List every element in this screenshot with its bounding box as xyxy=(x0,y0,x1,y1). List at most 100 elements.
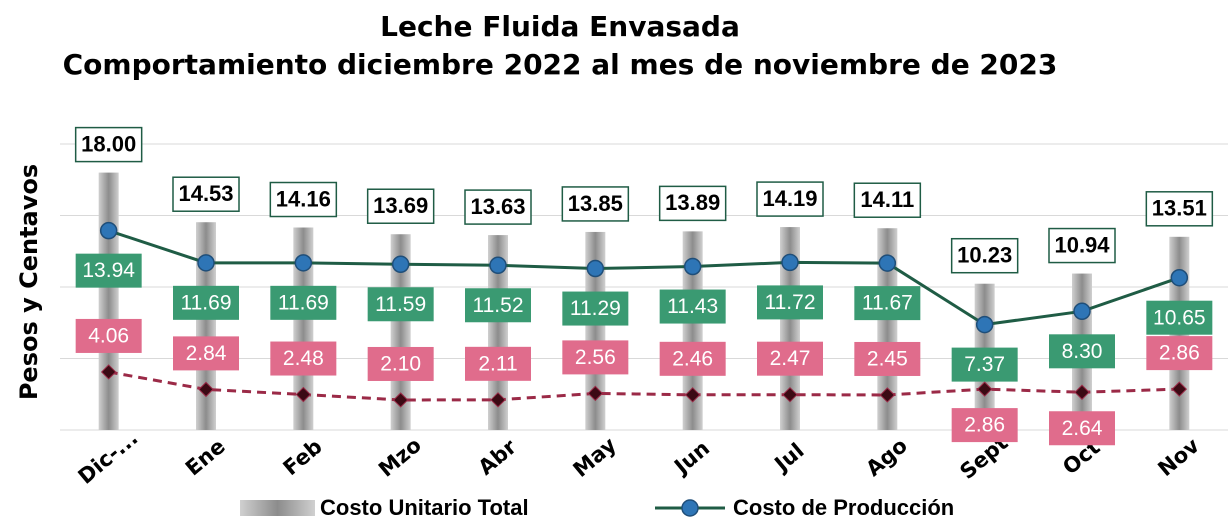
marker xyxy=(976,381,993,397)
value-label-box xyxy=(757,285,823,320)
value-label: 4.06 xyxy=(88,324,129,347)
bar xyxy=(390,234,411,430)
value-label: 11.43 xyxy=(667,295,718,318)
value-label: 2.47 xyxy=(770,347,811,370)
value-label: 2.86 xyxy=(1159,342,1200,365)
chart-title: Leche Fluida Envasada xyxy=(380,10,740,43)
value-label-box xyxy=(172,176,240,212)
value-label-box xyxy=(75,318,142,353)
bar xyxy=(98,172,119,430)
bar xyxy=(877,228,898,430)
value-label: 2.86 xyxy=(964,414,1005,437)
x-tick-label: May xyxy=(569,432,622,482)
line-point xyxy=(99,221,118,240)
value-label-box xyxy=(270,285,337,320)
value-label-box xyxy=(173,285,239,320)
bar xyxy=(196,222,216,430)
value-label: 2.45 xyxy=(867,348,908,371)
value-label: 13.94 xyxy=(82,259,135,282)
value-label-box xyxy=(464,189,532,225)
value-label-box xyxy=(269,181,338,218)
bar xyxy=(585,231,606,430)
marker xyxy=(392,392,409,408)
bar xyxy=(488,235,508,430)
value-label: 13.69 xyxy=(373,193,428,218)
value-label-box xyxy=(173,336,239,371)
value-label: 13.51 xyxy=(1152,196,1207,221)
line-point xyxy=(586,259,605,278)
value-label: 13.89 xyxy=(665,190,720,215)
value-label: 14.16 xyxy=(276,186,331,211)
line-point xyxy=(975,315,994,334)
value-label-box xyxy=(562,340,629,375)
value-label: 11.52 xyxy=(473,294,524,317)
line-point xyxy=(391,255,410,274)
value-label-box xyxy=(1146,300,1213,335)
value-label-box xyxy=(951,347,1018,382)
value-label: 11.67 xyxy=(862,292,913,315)
line-point xyxy=(197,254,215,272)
legend-label: Costo Unitario Total xyxy=(320,495,529,520)
value-label-box xyxy=(1049,334,1115,369)
line-point xyxy=(878,254,897,272)
line-point xyxy=(489,256,507,275)
legend-swatch xyxy=(681,499,699,517)
line-point xyxy=(1170,268,1189,287)
value-label-box xyxy=(951,408,1018,443)
marker xyxy=(1074,384,1090,400)
x-tick-label: Mzo xyxy=(374,433,426,482)
dashed-series xyxy=(108,370,1180,402)
marker xyxy=(684,387,701,403)
line-point xyxy=(683,257,702,276)
bar xyxy=(780,227,800,430)
value-label: 2.46 xyxy=(672,347,713,370)
y-axis-label: Pesos y Centavos xyxy=(15,164,43,400)
value-label: 14.11 xyxy=(860,187,914,212)
bar xyxy=(293,227,314,430)
x-tick-label: Ene xyxy=(181,434,230,480)
bar xyxy=(682,231,703,430)
line-series xyxy=(108,229,1180,327)
value-label: 13.85 xyxy=(568,191,623,216)
value-label: 10.23 xyxy=(957,243,1012,268)
value-label-box xyxy=(465,346,531,381)
value-label: 7.37 xyxy=(964,353,1005,376)
line-point xyxy=(781,253,799,272)
title-block: Leche Fluida Envasada Comportamiento dic… xyxy=(60,8,1060,84)
value-label-box xyxy=(1048,227,1116,264)
marker xyxy=(782,386,798,403)
x-tick-label: Ago xyxy=(861,433,911,481)
value-label: 11.69 xyxy=(278,291,329,314)
marker xyxy=(198,381,214,398)
value-label: 14.19 xyxy=(762,186,817,211)
value-label-box xyxy=(756,181,824,217)
value-label-box xyxy=(465,288,531,323)
value-label-box xyxy=(659,289,726,324)
value-label: 2.64 xyxy=(1062,417,1103,440)
value-label: 13.63 xyxy=(470,194,525,219)
value-label-box xyxy=(1146,336,1213,371)
marker xyxy=(879,387,896,403)
value-label: 2.56 xyxy=(575,346,616,369)
marker xyxy=(100,364,117,380)
value-label: 2.10 xyxy=(380,353,421,376)
value-label-box xyxy=(75,253,142,288)
value-label: 18.00 xyxy=(81,131,136,156)
value-label-box xyxy=(950,237,1019,274)
value-label: 11.72 xyxy=(765,291,816,314)
value-label-box xyxy=(853,182,922,218)
value-label-box xyxy=(367,287,434,322)
x-tick-label: Jul xyxy=(769,438,809,477)
marker xyxy=(587,385,604,402)
x-tick-label: Nov xyxy=(1153,433,1204,481)
value-label: 10.65 xyxy=(1153,306,1206,329)
legend-label: Costo de Producción xyxy=(733,495,954,520)
line-point xyxy=(1073,302,1091,321)
value-label: 14.53 xyxy=(178,181,233,206)
x-tick-label: Jun xyxy=(668,436,714,480)
marker xyxy=(295,386,312,403)
value-label-box xyxy=(561,186,630,222)
value-label-box xyxy=(1049,411,1115,446)
marker xyxy=(490,392,506,408)
